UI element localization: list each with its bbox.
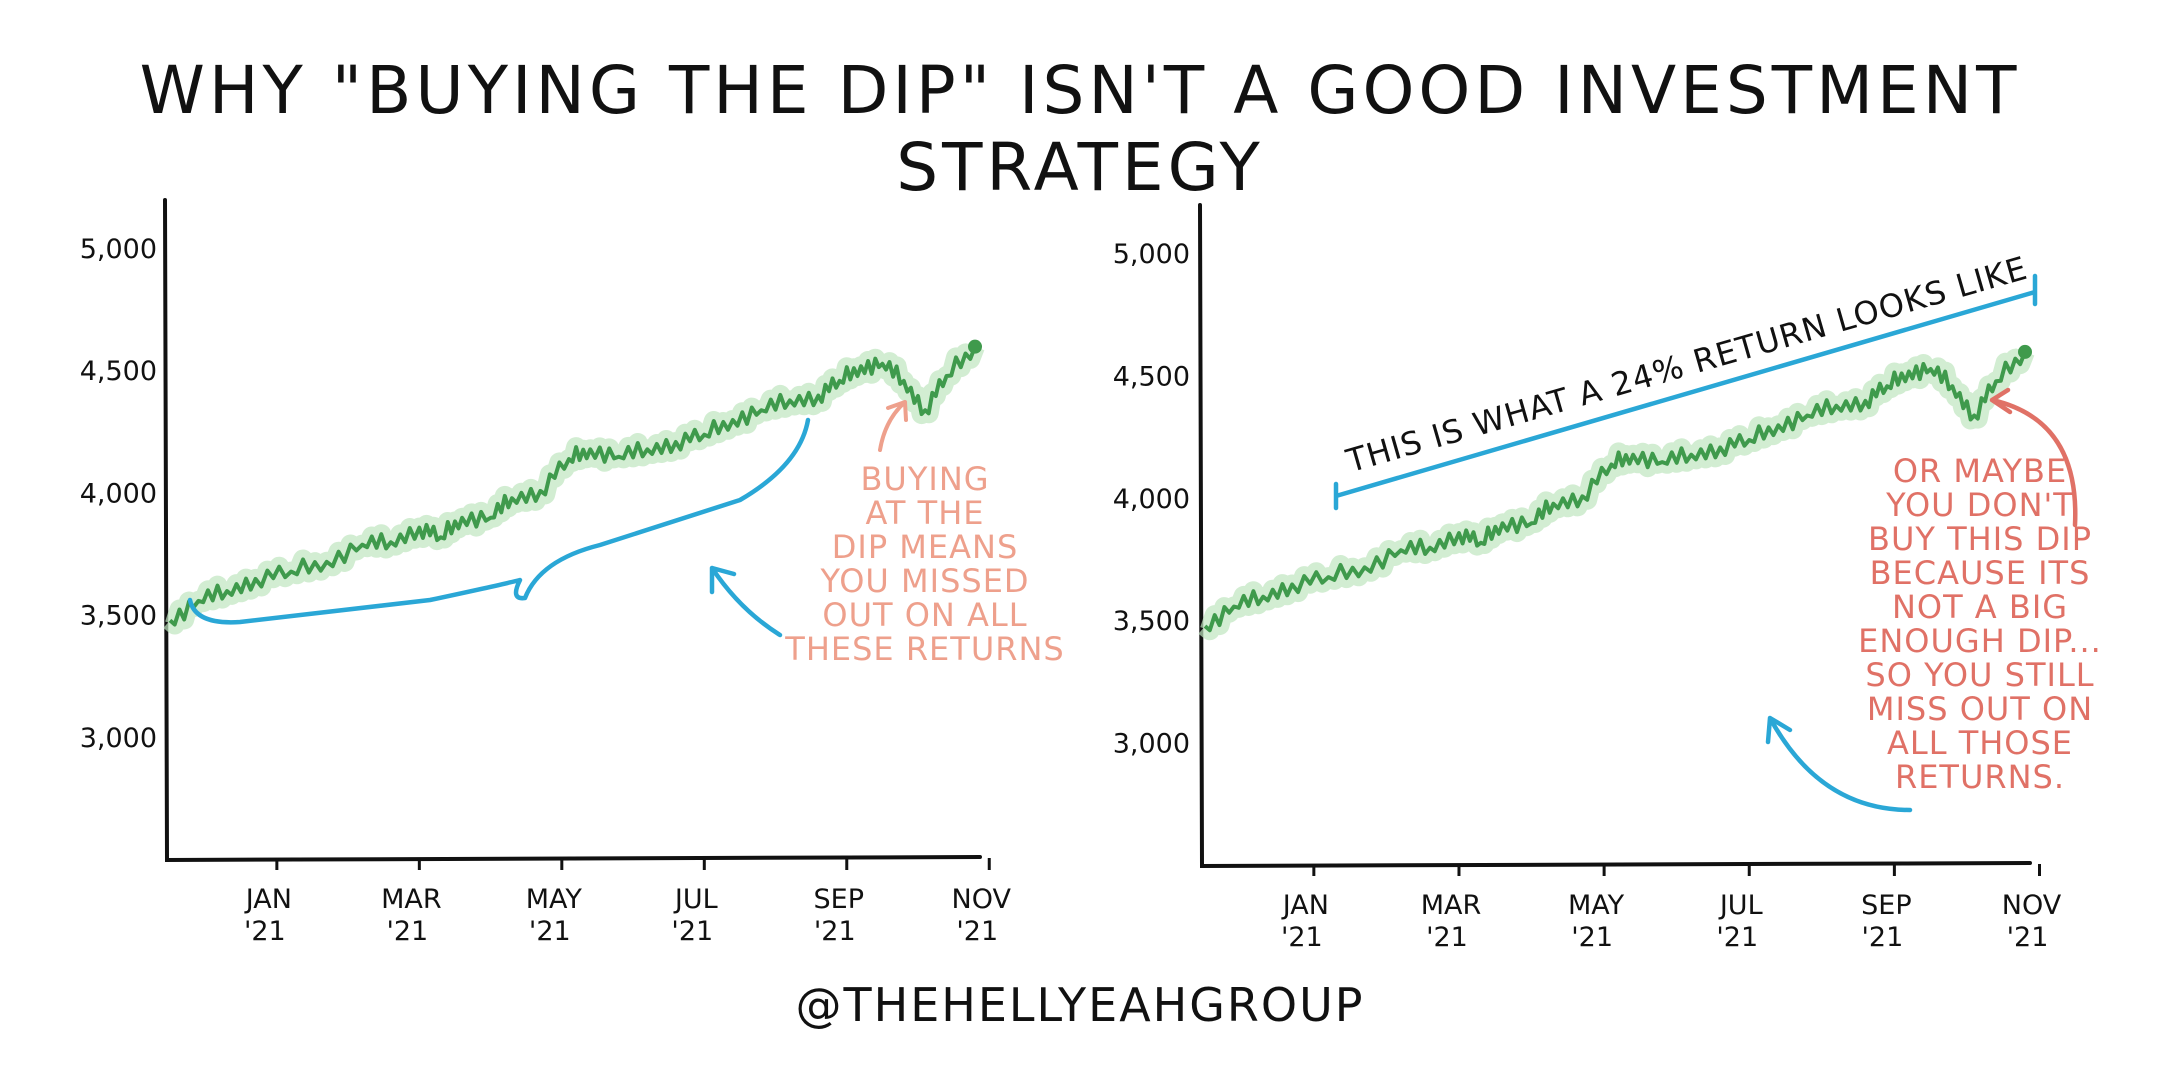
y-tick-label: 5,000 [80,234,157,265]
note-line: MISS OUT ON [1867,690,2093,728]
x-tick-year: '21 [1716,922,1758,953]
y-tick-label: 3,000 [1113,729,1190,760]
x-tick-year: '21 [1426,922,1468,953]
note-line: BECAUSE ITS [1870,554,2091,592]
x-tick-year: '21 [244,916,286,947]
note-line: OR MAYBE [1893,452,2067,490]
page-title: WHY "BUYING THE DIP" ISN'T A GOOD INVEST… [139,52,2021,206]
x-tick-year: '21 [386,916,428,947]
note-line: AT THE [866,494,985,532]
note-line: ENOUGH DIP... [1858,622,2102,660]
x-tick-label: MAY [1568,890,1625,921]
x-tick-label: SEP [814,884,864,915]
y-tick-label: 3,500 [80,601,157,632]
x-tick-year: '21 [2007,922,2049,953]
return-brace [187,417,811,625]
x-tick-year: '21 [814,916,856,947]
series-end-point [2018,344,2032,359]
red-arrow [1989,387,2078,528]
chart-1-axes [163,198,982,863]
blue-arrow [709,565,783,638]
x-tick-label: JAN [1281,890,1329,921]
series-end-point [968,339,982,354]
chart-2-axes [1198,203,2032,869]
note-line: OUT ON ALL [822,596,1027,634]
x-tick-year: '21 [1861,922,1903,953]
y-tick-label: 4,500 [1113,361,1190,392]
note-line: DIP MEANS [832,528,1019,566]
y-tick-label: 4,000 [1113,484,1190,515]
x-tick-year: '21 [1571,922,1613,953]
credit-handle: @THEHELLYEAHGROUP [795,978,1365,1032]
y-tick-label: 5,000 [1113,239,1190,270]
y-tick-label: 3,500 [1113,606,1190,637]
x-tick-label: NOV [2002,890,2062,921]
x-tick-label: SEP [1861,890,1911,921]
x-tick-label: JUL [673,884,718,915]
note-line: ALL THOSE [1887,724,2073,762]
note-line: YOU DON'T [1885,486,2074,524]
peach-arrow [878,400,908,452]
series-line [168,345,977,627]
return-bracket [1333,273,2038,511]
note-line: BUYING [860,460,989,498]
y-tick-label: 4,500 [80,356,157,387]
note-line: YOU MISSED [819,562,1029,600]
series-line [1203,351,2027,633]
note-line: RETURNS. [1895,758,2065,796]
chart-panel-1: 5,0004,5004,0003,5003,000JAN'21MAR'21MAY… [80,198,1064,947]
x-tick-label: MAR [1421,890,1482,921]
x-tick-year: '21 [529,916,571,947]
x-tick-label: MAY [526,884,583,915]
note-line: NOT A BIG [1892,588,2068,626]
y-tick-label: 4,000 [80,478,157,509]
blue-arrow [1765,715,1913,813]
x-tick-year: '21 [956,916,998,947]
x-tick-label: JAN [244,884,292,915]
note-line: BUY THIS DIP [1868,520,2092,558]
x-tick-label: NOV [952,884,1012,915]
x-tick-label: MAR [381,884,442,915]
note-line: SO YOU STILL [1865,656,2094,694]
chart-panel-2: 5,0004,5004,0003,5003,000JAN'21MAR'21MAY… [1113,203,2102,953]
x-tick-year: '21 [1281,922,1323,953]
y-tick-label: 3,000 [80,723,157,754]
note-line: THESE RETURNS [784,630,1064,668]
x-tick-year: '21 [671,916,713,947]
x-tick-label: JUL [1718,890,1763,921]
